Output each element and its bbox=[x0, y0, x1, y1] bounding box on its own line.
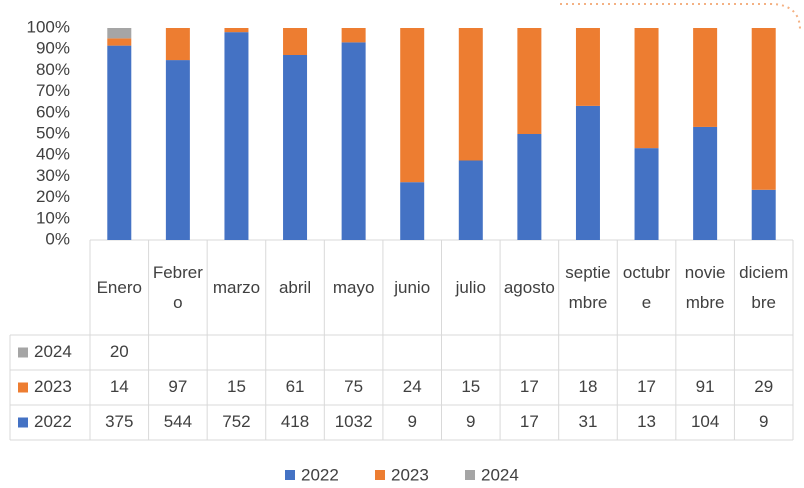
x-tick-label: abril bbox=[278, 277, 312, 297]
legend-key bbox=[18, 417, 28, 428]
y-tick-label: 80% bbox=[36, 60, 70, 79]
x-tick-label: Febrero bbox=[152, 262, 203, 312]
bar bbox=[634, 28, 659, 149]
y-tick-label: 40% bbox=[36, 145, 70, 164]
x-tick-label: marzo bbox=[212, 277, 261, 297]
bar bbox=[341, 28, 366, 43]
y-tick-label: 10% bbox=[36, 208, 70, 227]
frame-decoration bbox=[560, 3, 801, 31]
table-value: 544 bbox=[164, 412, 192, 431]
bar bbox=[693, 126, 718, 240]
table-value: 17 bbox=[520, 377, 539, 396]
bar bbox=[341, 42, 366, 240]
bar bbox=[107, 28, 132, 39]
x-tick-label: noviembre bbox=[684, 262, 726, 312]
row-label: 2022 bbox=[34, 412, 72, 431]
x-tick-label: julio bbox=[455, 277, 486, 297]
table-value: 14 bbox=[110, 377, 129, 396]
bar bbox=[400, 28, 425, 183]
legend-key bbox=[375, 470, 385, 480]
legend-label: 2023 bbox=[391, 465, 429, 484]
bar bbox=[693, 28, 718, 127]
x-tick-label: agosto bbox=[503, 277, 555, 297]
bar bbox=[107, 45, 132, 240]
bar bbox=[400, 182, 425, 240]
table-value: 15 bbox=[461, 377, 480, 396]
x-tick-label: junio bbox=[394, 277, 431, 297]
table-value: 15 bbox=[227, 377, 246, 396]
y-tick-label: 0% bbox=[45, 229, 70, 248]
bar bbox=[517, 134, 542, 240]
table-value: 18 bbox=[578, 377, 597, 396]
table-value: 31 bbox=[578, 412, 597, 431]
bar bbox=[283, 54, 308, 241]
table-value: 9 bbox=[466, 412, 475, 431]
y-tick-label: 70% bbox=[36, 81, 70, 100]
y-tick-label: 100% bbox=[27, 17, 70, 36]
y-tick-label: 60% bbox=[36, 102, 70, 121]
table-value: 104 bbox=[691, 412, 719, 431]
table-value: 9 bbox=[759, 412, 768, 431]
x-tick-label: septiembre bbox=[565, 262, 611, 312]
table-value: 75 bbox=[344, 377, 363, 396]
y-tick-label: 90% bbox=[36, 39, 70, 58]
y-tick-label: 50% bbox=[36, 123, 70, 142]
bar bbox=[575, 105, 600, 240]
legend-key bbox=[285, 470, 295, 480]
x-tick-label: mayo bbox=[332, 277, 375, 297]
table-value: 13 bbox=[637, 412, 656, 431]
bar bbox=[283, 28, 308, 55]
bar bbox=[458, 160, 483, 240]
table-value: 418 bbox=[281, 412, 309, 431]
table-value: 1032 bbox=[335, 412, 373, 431]
bar bbox=[458, 28, 483, 161]
legend-label: 2022 bbox=[301, 465, 339, 484]
table-value: 9 bbox=[407, 412, 416, 431]
bar bbox=[165, 60, 190, 241]
bar bbox=[165, 28, 190, 61]
table-value: 61 bbox=[286, 377, 305, 396]
y-tick-label: 30% bbox=[36, 166, 70, 185]
table-value: 375 bbox=[105, 412, 133, 431]
legend-key bbox=[18, 347, 28, 358]
y-tick-label: 20% bbox=[36, 187, 70, 206]
table-value: 17 bbox=[520, 412, 539, 431]
legend-label: 2024 bbox=[481, 465, 519, 484]
x-tick-label: diciembre bbox=[739, 262, 789, 312]
table-value: 29 bbox=[754, 377, 773, 396]
bar bbox=[751, 28, 776, 190]
x-tick-label: octubre bbox=[622, 262, 671, 312]
legend-key bbox=[18, 382, 28, 393]
bar bbox=[634, 148, 659, 240]
row-label: 2024 bbox=[34, 342, 72, 361]
table-value: 20 bbox=[110, 342, 129, 361]
bar bbox=[517, 28, 542, 134]
legend-key bbox=[465, 470, 475, 480]
bar bbox=[224, 28, 249, 33]
row-label: 2023 bbox=[34, 377, 72, 396]
bar bbox=[575, 28, 600, 106]
table-value: 17 bbox=[637, 377, 656, 396]
bar bbox=[751, 189, 776, 240]
bar bbox=[107, 38, 132, 46]
x-tick-label: Enero bbox=[96, 277, 142, 297]
table-value: 24 bbox=[403, 377, 422, 396]
table-value: 752 bbox=[222, 412, 250, 431]
table-value: 97 bbox=[168, 377, 187, 396]
table-value: 91 bbox=[696, 377, 715, 396]
bar bbox=[224, 32, 249, 240]
